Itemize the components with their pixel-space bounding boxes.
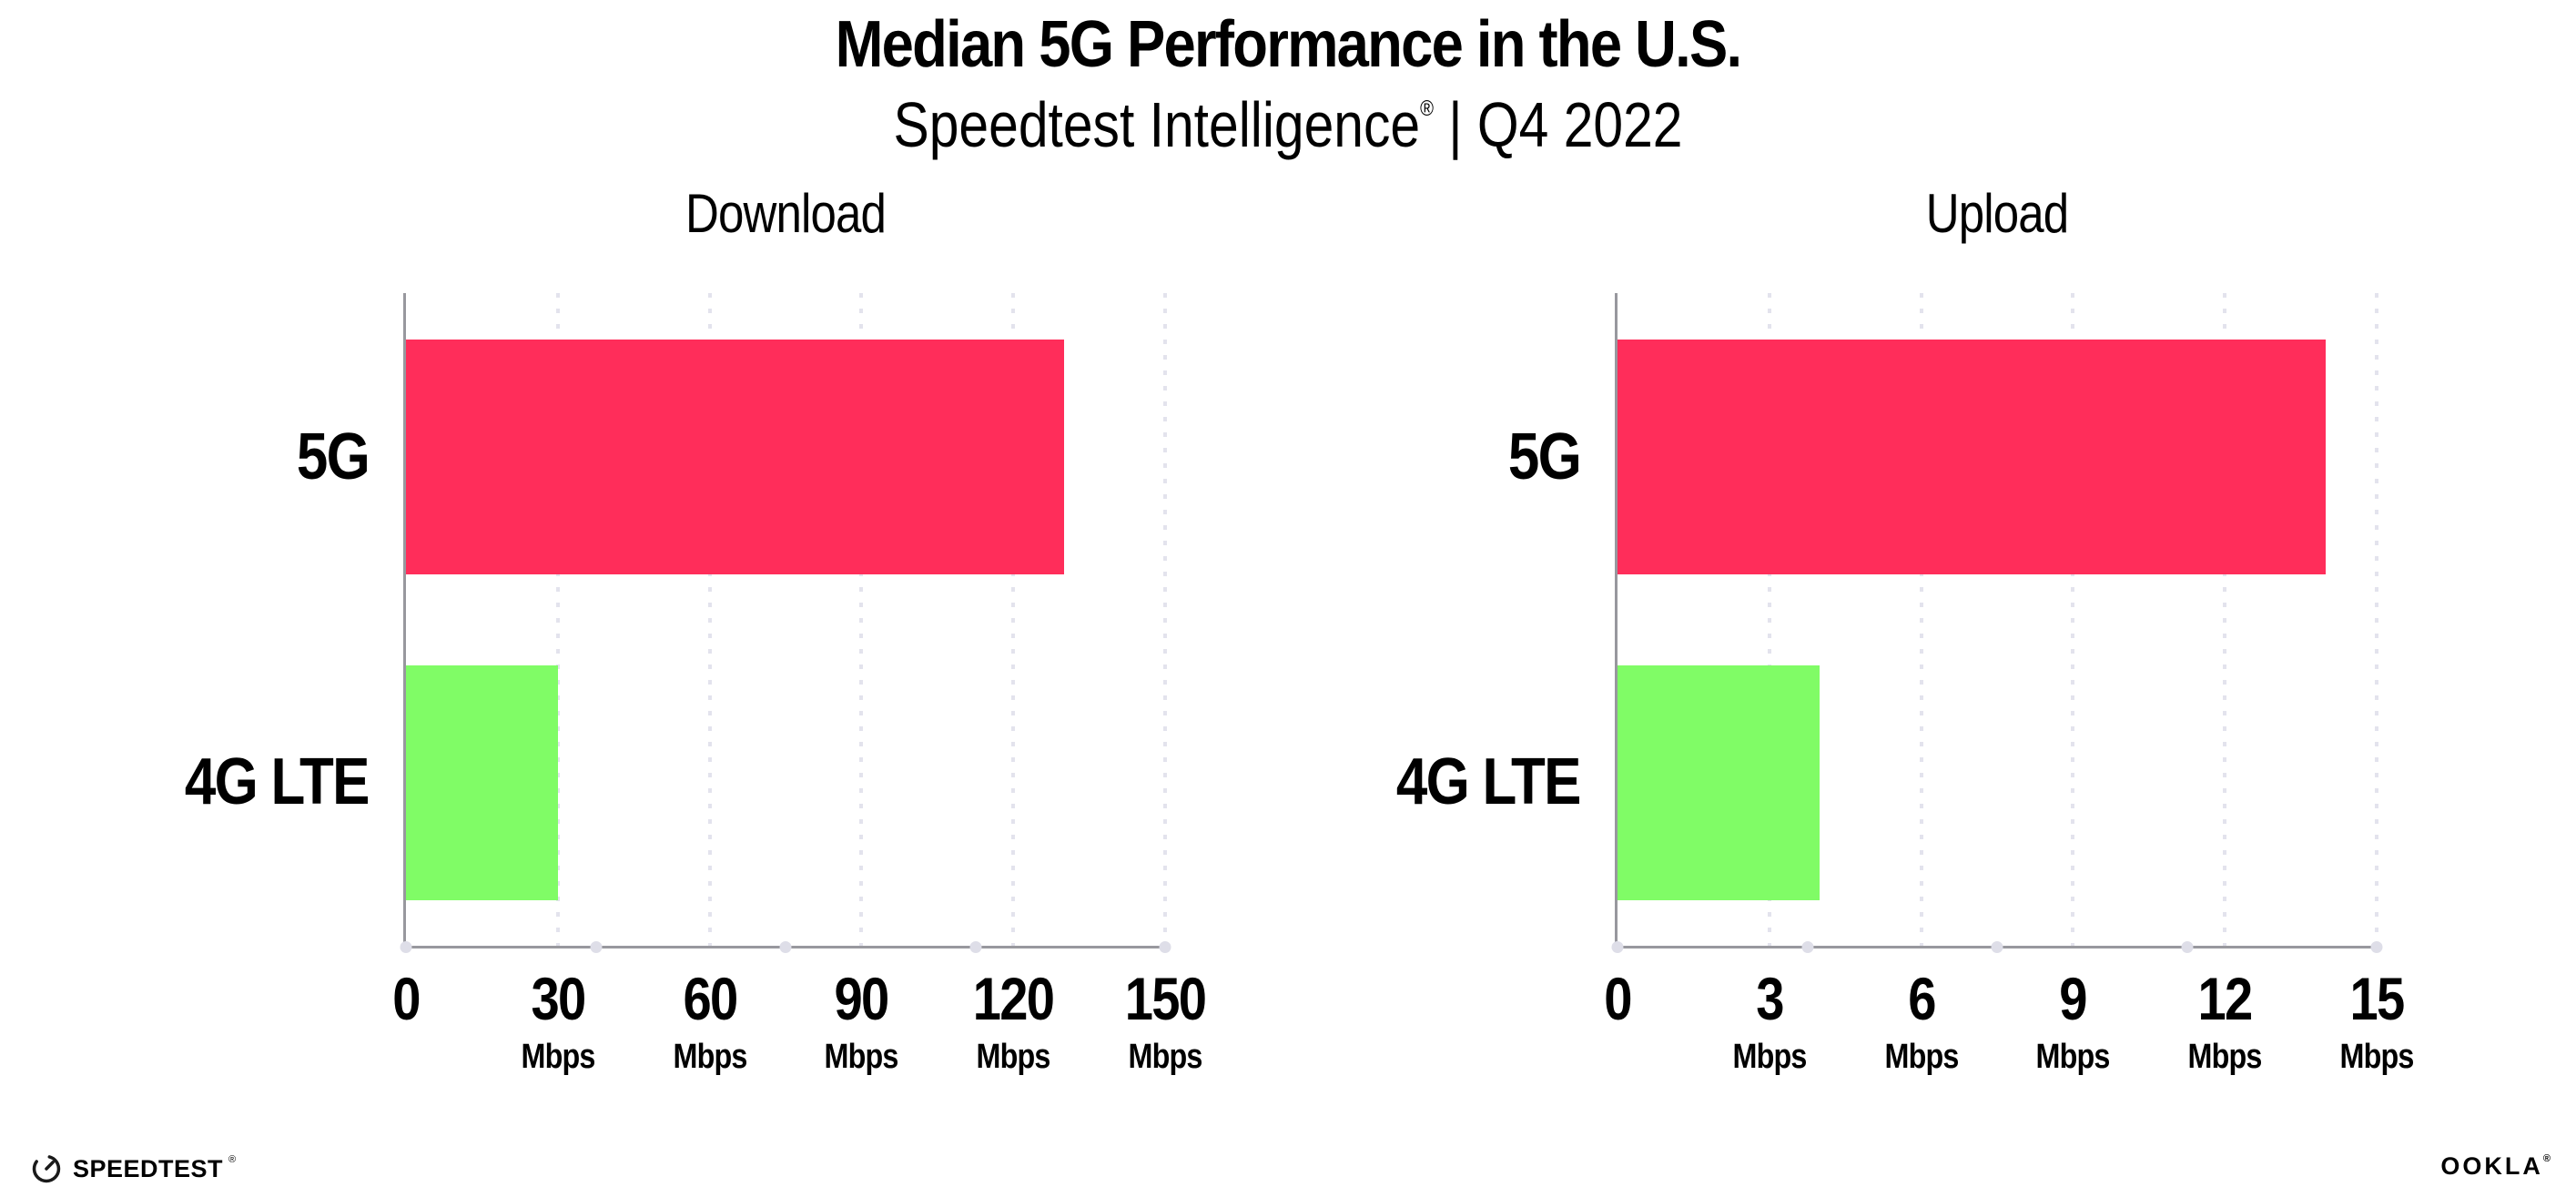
- x-tick-label: 0: [1604, 964, 1632, 1032]
- category-label-4g-lte: 4G LTE: [1396, 746, 1582, 819]
- registered-mark-icon: ®: [228, 1154, 237, 1165]
- axis-dot: [1159, 940, 1171, 953]
- axis-dot: [2370, 940, 2383, 953]
- x-tick-label: 30: [531, 964, 586, 1032]
- x-tick: 0: [1602, 969, 1634, 1029]
- gridline: [2375, 292, 2378, 946]
- x-tick-label: 9: [2059, 964, 2088, 1032]
- x-tick: 12 Mbps: [2182, 969, 2268, 1077]
- gridline: [2071, 292, 2075, 946]
- plot-area: [400, 292, 1171, 953]
- x-tick-label: 15: [2349, 964, 2405, 1032]
- bar-5g: [406, 339, 1064, 574]
- gridline: [707, 292, 712, 946]
- header: Median 5G Performance in the U.S. Speedt…: [0, 0, 2576, 162]
- axis-dot: [1801, 940, 1813, 953]
- category-label-5g: 5G: [296, 420, 370, 493]
- x-tick-unit: Mbps: [1732, 1037, 1807, 1076]
- axis-dot: [779, 940, 792, 953]
- bar-4g-lte: [406, 664, 558, 900]
- axis-dot: [400, 940, 412, 953]
- page-subtitle: Speedtest Intelligence® | Q4 2022: [206, 88, 2369, 162]
- x-tick: 150 Mbps: [1118, 969, 1212, 1077]
- category-labels: 5G 4G LTE: [130, 293, 403, 946]
- x-tick-unit: Mbps: [1884, 1037, 1959, 1076]
- x-tick-label: 90: [834, 964, 890, 1032]
- x-axis: 0 3 Mbps 6 Mbps 9 Mbps 12 Mbps 15 Mbps: [1604, 969, 2414, 1123]
- chart-title-upload: Upload: [1925, 182, 2069, 244]
- registered-mark-icon: ®: [1420, 96, 1434, 122]
- gridline: [2223, 292, 2227, 946]
- x-tick: 90 Mbps: [818, 969, 905, 1077]
- x-tick-unit: Mbps: [521, 1037, 595, 1076]
- x-tick-label: 150: [1124, 964, 1207, 1032]
- category-label-5g: 5G: [1507, 420, 1582, 493]
- axis-dot: [590, 940, 602, 953]
- charts-row: Download 5G 4G LTE 0 30 Mbps 60 Mbps 90 Mbps 12…: [0, 182, 2576, 1123]
- plot-area: [1611, 292, 2383, 953]
- x-tick: 9 Mbps: [2030, 969, 2116, 1077]
- gridline: [1767, 292, 1771, 946]
- x-tick-label: 0: [392, 964, 421, 1032]
- category-labels: 5G 4G LTE: [1342, 293, 1615, 946]
- x-tick-unit: Mbps: [1128, 1037, 1203, 1076]
- x-tick-unit: Mbps: [2339, 1037, 2415, 1076]
- ookla-logo: OOKLA®: [2440, 1152, 2551, 1181]
- x-tick-label: 120: [972, 964, 1055, 1032]
- x-tick-unit: Mbps: [976, 1037, 1051, 1076]
- chart-title-download: Download: [685, 182, 887, 244]
- x-axis: 0 30 Mbps 60 Mbps 90 Mbps 120 Mbps 150 Mbps: [392, 969, 1207, 1123]
- gridline: [859, 292, 864, 946]
- x-tick: 15 Mbps: [2333, 969, 2419, 1077]
- x-tick: 6 Mbps: [1878, 969, 1964, 1077]
- x-tick-unit: Mbps: [824, 1037, 899, 1076]
- x-tick: 120 Mbps: [966, 969, 1060, 1077]
- speedtest-logo: SPEEDTEST ®: [31, 1153, 236, 1184]
- ookla-wordmark: OOKLA: [2440, 1152, 2543, 1180]
- gridline: [1919, 292, 1923, 946]
- page-title: Median 5G Performance in the U.S.: [835, 8, 1742, 81]
- x-tick: 3 Mbps: [1726, 969, 1812, 1077]
- x-tick-label: 3: [1756, 964, 1784, 1032]
- subtitle-period: | Q4 2022: [1433, 89, 1683, 161]
- chart-body: 5G 4G LTE: [1342, 292, 2383, 953]
- gridline: [1163, 292, 1167, 946]
- axis-dot: [969, 940, 981, 953]
- x-tick: 30 Mbps: [514, 969, 601, 1077]
- axis-dot: [1611, 940, 1624, 953]
- x-tick: 60 Mbps: [666, 969, 753, 1077]
- bar-4g-lte: [1618, 664, 1820, 900]
- category-label-4g-lte: 4G LTE: [185, 746, 370, 819]
- registered-mark-icon: ®: [2542, 1153, 2551, 1164]
- x-tick-unit: Mbps: [2187, 1037, 2263, 1076]
- subtitle-brand: Speedtest Intelligence: [893, 89, 1421, 161]
- chart-body: 5G 4G LTE: [130, 292, 1171, 953]
- bar-5g: [1618, 339, 2327, 574]
- x-tick-label: 60: [683, 964, 738, 1032]
- x-tick-label: 6: [1907, 964, 1936, 1032]
- gridline: [555, 292, 560, 946]
- x-tick-unit: Mbps: [2035, 1037, 2111, 1076]
- speedtest-wordmark: SPEEDTEST: [73, 1154, 224, 1182]
- axis-dot: [2181, 940, 2193, 953]
- chart-download: Download 5G 4G LTE 0 30 Mbps 60 Mbps 90 Mbps 12…: [130, 182, 1207, 1123]
- gridline: [1011, 292, 1016, 946]
- chart-upload: Upload 5G 4G LTE 0 3 Mbps 6 Mbps 9 Mbps 12 Mbps 1…: [1342, 182, 2414, 1123]
- x-tick: 0: [390, 969, 422, 1029]
- x-tick-unit: Mbps: [673, 1037, 747, 1076]
- x-tick-label: 12: [2197, 964, 2254, 1032]
- speedtest-gauge-icon: [32, 1154, 61, 1183]
- axis-dot: [1991, 940, 2003, 953]
